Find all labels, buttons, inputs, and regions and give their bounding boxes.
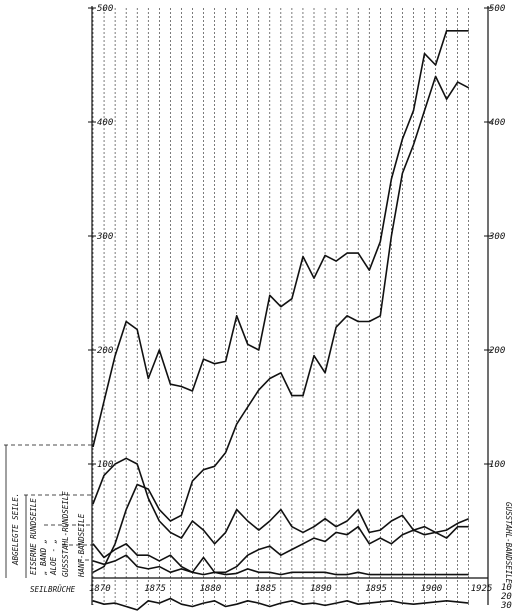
y-tick-label-lower-right: 20	[501, 592, 512, 602]
x-tick-label-1870: 1870	[89, 584, 111, 594]
y-tick-label-lower-right: 30	[500, 601, 512, 611]
y-tick-label-left: 100	[97, 460, 113, 470]
y-tick-label-left: 500	[97, 4, 113, 14]
x-tick-label-1890: 1890	[310, 584, 332, 594]
axes	[91, 6, 489, 605]
x-tick-label-1895: 1895	[365, 584, 387, 594]
label-gusstahl-bandseile: GUSSTAHL-BANDSEILE	[504, 502, 513, 584]
label-hanf-bandseile: HANF-BANDSEILE	[77, 513, 86, 578]
series-line-5	[92, 597, 469, 611]
series-line-4	[92, 554, 469, 576]
x-tick-label-1925: 1925	[471, 584, 493, 594]
y-tick-label-right: 500	[489, 4, 505, 14]
series-lines	[92, 30, 470, 611]
label-band: „ BAND „	[39, 539, 48, 576]
x-tick-label-1900: 1900	[421, 584, 443, 594]
y-tick-label-lower-right: 10	[501, 583, 512, 593]
y-tick-label-right: 100	[489, 460, 505, 470]
label-gussstahl-rundseile: GUSSSTAHL-RUNDSEILE	[61, 491, 70, 577]
label-aloe: ALOE - „	[49, 539, 58, 576]
grid-lines	[92, 8, 470, 605]
left-labels: ABGELEGTE SEILE. EISERNE RUNDSEILE „ BAN…	[4, 444, 513, 594]
x-tick-label-1875: 1875	[144, 584, 166, 594]
y-tick-label-right: 300	[488, 232, 505, 242]
y-tick-label-left: 200	[97, 346, 113, 356]
label-eiserne-rundseile: EISERNE RUNDSEILE	[29, 498, 38, 575]
y-tick-label-right: 200	[489, 346, 505, 356]
label-abgelegte-seile: ABGELEGTE SEILE.	[11, 493, 20, 566]
y-tick-label-right: 400	[489, 118, 505, 128]
series-line-3	[92, 525, 469, 574]
x-tick-label-1880: 1880	[200, 584, 222, 594]
series-line-2	[92, 75, 470, 574]
x-tick-label-1885: 1885	[255, 584, 277, 594]
label-seilbrueche: SEILBRÜCHE	[30, 585, 76, 594]
y-tick-label-left: 400	[97, 118, 113, 128]
series-line-1	[92, 457, 470, 545]
y-tick-label-left: 300	[96, 232, 113, 242]
series-line-0	[92, 30, 469, 448]
